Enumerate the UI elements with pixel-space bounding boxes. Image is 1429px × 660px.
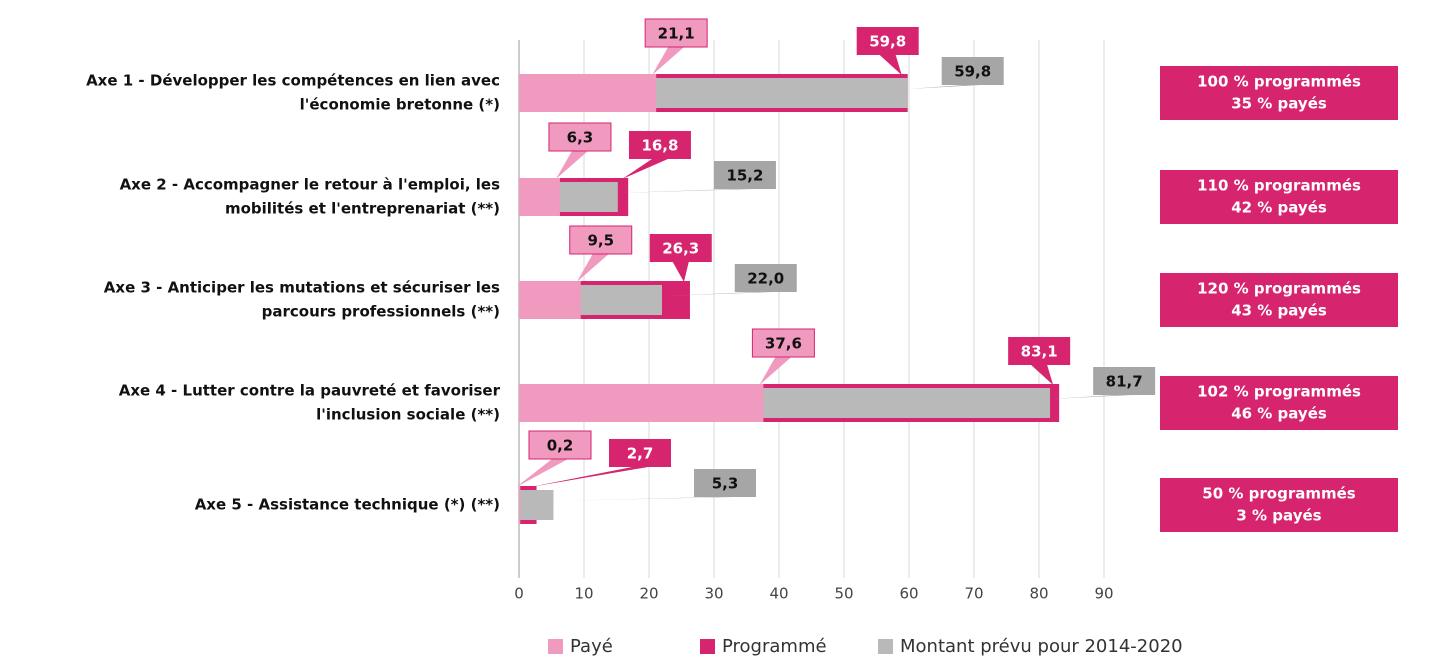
callout-pointer — [555, 151, 588, 179]
summary-box — [1160, 273, 1398, 327]
data-label: 2,7 — [627, 445, 654, 463]
callout-box — [644, 18, 708, 48]
summary-box — [1160, 170, 1398, 224]
category-label: l'économie bretonne (*) — [300, 96, 500, 114]
data-label: 83,1 — [1021, 343, 1058, 361]
callout-pointer — [879, 55, 902, 75]
x-tick-label: 0 — [514, 585, 524, 603]
data-label: 15,2 — [726, 167, 763, 185]
data-label: 59,8 — [954, 63, 991, 81]
callout-pointer — [622, 159, 668, 179]
bar-paye — [519, 384, 764, 422]
bar-prevu — [519, 490, 554, 520]
callout-box — [713, 161, 776, 189]
callout-box — [548, 122, 612, 152]
data-label: 22,0 — [747, 270, 784, 288]
summary-text: 42 % payés — [1231, 199, 1327, 217]
x-tick-label: 30 — [704, 585, 723, 603]
x-tick-label: 20 — [639, 585, 658, 603]
bar-paye — [519, 74, 657, 112]
callout-box — [649, 234, 712, 262]
callout-box — [1093, 367, 1156, 395]
callout-pointer — [1031, 365, 1054, 385]
x-tick-label: 60 — [899, 585, 918, 603]
callout-box — [856, 27, 919, 55]
callout-box — [751, 328, 815, 358]
legend-label: Payé — [570, 636, 613, 657]
category-label: Axe 3 - Anticiper les mutations et sécur… — [104, 279, 500, 297]
summary-box — [1160, 66, 1398, 120]
summary-text: 3 % payés — [1236, 507, 1321, 525]
data-label: 16,8 — [641, 137, 678, 155]
summary-text: 110 % programmés — [1197, 177, 1361, 195]
legend-swatch — [548, 639, 563, 654]
data-label: 26,3 — [662, 240, 699, 258]
summary-text: 100 % programmés — [1197, 73, 1361, 91]
callout-pointer — [530, 467, 648, 487]
callout-pointer — [652, 47, 685, 75]
callout-box — [528, 430, 592, 460]
category-label: Axe 4 - Lutter contre la pauvreté et fav… — [119, 382, 501, 400]
summary-text: 35 % payés — [1231, 95, 1327, 113]
data-label: 0,2 — [547, 437, 574, 455]
data-label: 5,3 — [712, 475, 739, 493]
data-label: 9,5 — [587, 232, 614, 250]
x-tick-label: 90 — [1094, 585, 1113, 603]
summary-text: 120 % programmés — [1197, 280, 1361, 298]
bar-paye — [519, 281, 581, 319]
callout-pointer — [516, 459, 568, 487]
data-label: 6,3 — [567, 129, 594, 147]
legend-label: Montant prévu pour 2014-2020 — [900, 636, 1183, 657]
summary-text: 43 % payés — [1231, 302, 1327, 320]
callout-pointer — [662, 292, 774, 296]
callout-box — [694, 469, 756, 497]
callout-pointer — [1050, 395, 1133, 399]
x-tick-label: 10 — [574, 585, 593, 603]
callout-box — [734, 264, 797, 292]
x-tick-label: 70 — [964, 585, 983, 603]
callout-box — [941, 57, 1004, 85]
callout-pointer — [576, 254, 609, 282]
data-label: 21,1 — [658, 25, 695, 43]
summary-text: 46 % payés — [1231, 405, 1327, 423]
legend-label: Programmé — [722, 636, 827, 657]
data-label: 81,7 — [1106, 373, 1143, 391]
legend-swatch — [878, 639, 893, 654]
legend-swatch — [700, 639, 715, 654]
category-label: Axe 5 - Assistance technique (*) (**) — [195, 496, 500, 514]
summary-box — [1160, 376, 1398, 430]
bar-paye — [519, 178, 560, 216]
callout-box — [609, 439, 671, 467]
callout-box — [569, 225, 633, 255]
summary-text: 50 % programmés — [1202, 485, 1355, 503]
callout-pointer — [907, 85, 981, 89]
category-label: mobilités et l'entreprenariat (**) — [225, 200, 500, 218]
callout-box — [628, 131, 691, 159]
data-label: 59,8 — [869, 33, 906, 51]
category-label: parcours professionnels (**) — [262, 303, 500, 321]
callout-pointer — [672, 262, 689, 282]
category-label: Axe 1 - Développer les compétences en li… — [86, 72, 500, 90]
summary-text: 102 % programmés — [1197, 383, 1361, 401]
x-tick-label: 40 — [769, 585, 788, 603]
callout-box — [1008, 337, 1071, 365]
bar-paye — [519, 486, 521, 524]
data-label: 37,6 — [765, 335, 802, 353]
category-label: Axe 2 - Accompagner le retour à l'emploi… — [120, 176, 501, 194]
callout-pointer — [553, 497, 733, 501]
x-tick-label: 80 — [1029, 585, 1048, 603]
x-tick-label: 50 — [834, 585, 853, 603]
summary-box — [1160, 478, 1398, 532]
callout-pointer — [759, 357, 792, 385]
category-label: l'inclusion sociale (**) — [316, 406, 500, 424]
callout-pointer — [617, 189, 753, 193]
